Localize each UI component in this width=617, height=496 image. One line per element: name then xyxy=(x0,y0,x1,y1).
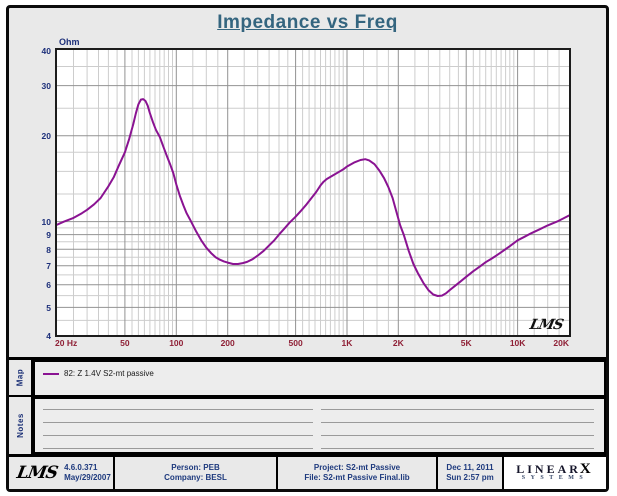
lms-watermark: LMS xyxy=(527,317,564,333)
map-panel: Map 82: Z 1.4V S2-mt passive xyxy=(9,360,606,397)
report-window: Impedance vs Freq Ohm LMS Map 82: Z 1.4V… xyxy=(6,5,609,492)
date-label: Dec 11, 2011 xyxy=(446,463,494,472)
status-cell-person: Person: PEB Company: BESL xyxy=(115,457,278,489)
legend-item: 82: Z 1.4V S2-mt passive xyxy=(43,369,154,378)
plot-area: LMS xyxy=(55,48,571,337)
y-tick-label: 4 xyxy=(46,330,51,341)
linearx-wordmark: LINEAR X xyxy=(516,460,594,477)
y-tick-label: 30 xyxy=(41,81,51,92)
notes-content xyxy=(33,397,606,454)
x-tick-label: 1K xyxy=(341,338,353,348)
chart-title: Impedance vs Freq xyxy=(217,12,398,33)
note-line xyxy=(321,448,594,449)
x-tick-label: 2K xyxy=(392,338,404,348)
notes-panel: Notes xyxy=(9,397,606,454)
status-cell-date: Dec 11, 2011 Sun 2:57 pm xyxy=(438,457,504,489)
note-line xyxy=(43,422,313,423)
project-label: Project: S2-mt Passive xyxy=(313,463,401,472)
map-panel-label: Map xyxy=(9,360,33,397)
version-block: 4.6.0.371 May/29/2007 xyxy=(64,463,111,483)
x-tick-label: 50 xyxy=(120,338,130,348)
status-bar: LMS 4.6.0.371 May/29/2007 Person: PEB Co… xyxy=(9,454,606,489)
note-line xyxy=(321,422,594,423)
x-tick-label: 5K xyxy=(460,338,472,348)
note-line xyxy=(321,435,594,436)
y-tick-label: 20 xyxy=(41,131,51,142)
y-tick-label: 5 xyxy=(46,302,51,313)
y-tick-label: 8 xyxy=(46,244,51,255)
impedance-curve xyxy=(57,98,569,297)
note-line xyxy=(43,409,313,410)
x-tick-label: 20K xyxy=(553,338,569,348)
x-tick-label: 200 xyxy=(220,338,235,348)
version-number: 4.6.0.371 xyxy=(64,463,98,472)
y-tick-label: 10 xyxy=(41,217,51,228)
x-tick-label: 20 Hz xyxy=(55,338,78,348)
grid-major-lines xyxy=(57,50,569,335)
y-tick-label: 6 xyxy=(46,280,51,291)
company-label: Company: BESL xyxy=(164,473,227,482)
build-date: May/29/2007 xyxy=(64,473,111,482)
status-cell-project: Project: S2-mt Passive File: S2-mt Passi… xyxy=(278,457,438,489)
x-tick-label: 10K xyxy=(509,338,526,348)
y-tick-label: 7 xyxy=(46,261,51,272)
section-divider xyxy=(9,357,606,360)
notes-panel-label: Notes xyxy=(9,397,33,454)
linearx-x-glyph: X xyxy=(579,460,594,477)
grid-minor-lines xyxy=(57,50,569,335)
y-tick-label: 9 xyxy=(46,230,51,241)
note-line xyxy=(43,435,313,436)
file-label: File: S2-mt Passive Final.lib xyxy=(304,473,410,482)
status-cell-version: LMS 4.6.0.371 May/29/2007 xyxy=(9,457,115,489)
linearx-systems-text: SYSTEMS xyxy=(521,474,589,481)
impedance-plot-svg xyxy=(57,50,569,335)
linearx-logo: LINEAR X SYSTEMS xyxy=(504,457,606,489)
time-label: Sun 2:57 pm xyxy=(446,473,494,482)
person-label: Person: PEB xyxy=(171,463,220,472)
x-tick-label: 500 xyxy=(288,338,303,348)
note-line xyxy=(43,448,313,449)
lms-logo: LMS xyxy=(15,463,59,483)
note-line xyxy=(321,409,594,410)
y-tick-label: 40 xyxy=(41,45,51,56)
y-axis-unit-label: Ohm xyxy=(59,37,80,47)
legend-line-swatch xyxy=(43,372,59,375)
map-panel-content: 82: Z 1.4V S2-mt passive xyxy=(33,360,606,397)
x-tick-label: 100 xyxy=(169,338,184,348)
legend-label: 82: Z 1.4V S2-mt passive xyxy=(64,369,154,378)
